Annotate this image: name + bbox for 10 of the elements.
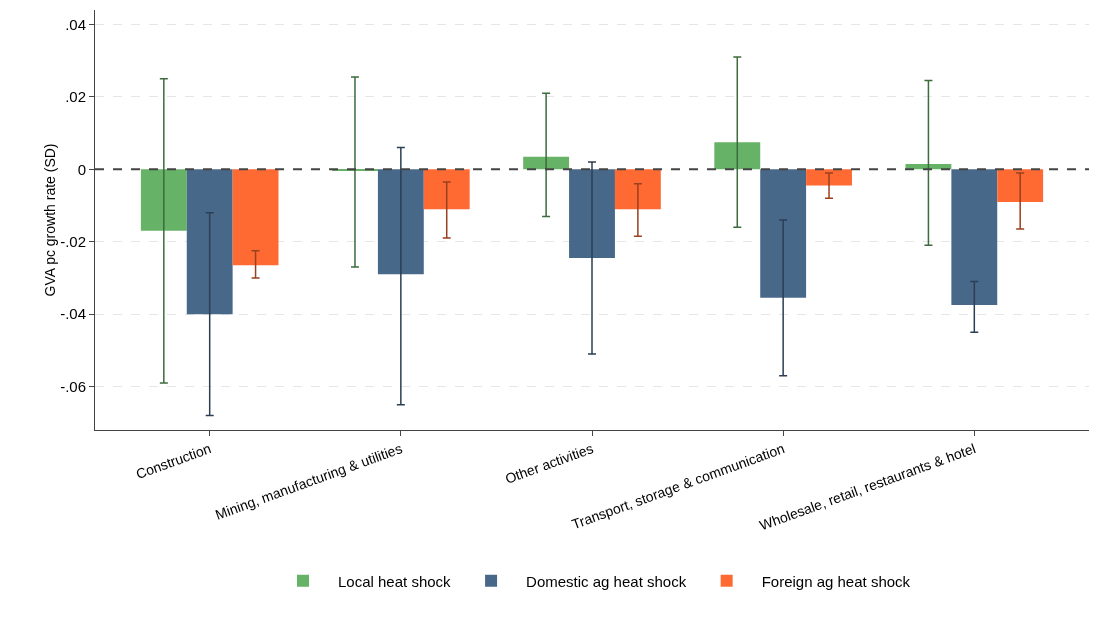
- y-axis-title: GVA pc growth rate (SD): [42, 143, 59, 297]
- y-tick-label: 0: [77, 160, 86, 178]
- y-tick-label: -.02: [60, 232, 86, 250]
- legend-label: Domestic ag heat shock: [526, 572, 687, 590]
- y-tick-label: -.04: [60, 305, 86, 323]
- y-tick-label: .04: [65, 15, 86, 33]
- y-tick-label: .02: [65, 88, 86, 106]
- y-tick-label: -.06: [60, 377, 86, 395]
- legend-label: Foreign ag heat shock: [761, 572, 911, 590]
- legend-label: Local heat shock: [338, 572, 452, 590]
